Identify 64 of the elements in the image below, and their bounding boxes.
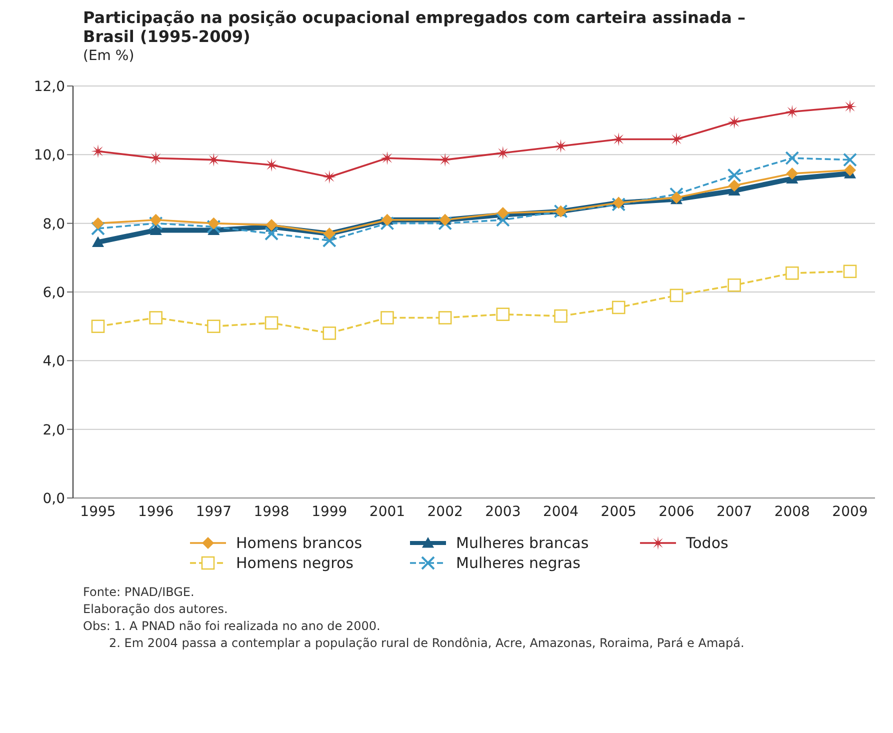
point bbox=[727, 115, 742, 129]
point bbox=[554, 139, 568, 153]
point bbox=[92, 236, 104, 248]
point bbox=[322, 170, 336, 184]
point bbox=[728, 180, 740, 192]
point bbox=[728, 278, 741, 292]
x-tick-label: 1997 bbox=[196, 504, 232, 520]
point bbox=[264, 158, 278, 172]
legend-label: Homens brancos bbox=[236, 534, 362, 552]
point bbox=[496, 308, 510, 321]
point bbox=[438, 152, 452, 167]
text: 2. Em 2004 passa a contemplar a população rural de Rondônia, Acre, Amazonas, Roraima, Pará e Amapá. bbox=[108, 635, 746, 652]
y-tick-label: 4,0 bbox=[42, 354, 65, 370]
y-tick-label: 10,0 bbox=[34, 148, 65, 164]
point bbox=[207, 320, 220, 333]
x-tick-label: 2008 bbox=[774, 504, 810, 520]
point bbox=[670, 132, 684, 146]
text: Obs: 1. A PNAD não foi realizada no ano de 2000. bbox=[83, 618, 382, 635]
point bbox=[91, 144, 105, 158]
x-tick-label: 2006 bbox=[658, 504, 694, 520]
y-tick-label: 6,0 bbox=[42, 284, 65, 301]
point bbox=[322, 326, 336, 340]
x-tick-label: 1999 bbox=[312, 504, 348, 520]
y-tick-label: 8,0 bbox=[42, 216, 65, 232]
x-tick-label: 1998 bbox=[254, 504, 290, 520]
point bbox=[91, 320, 105, 333]
x-tick-label: 2009 bbox=[832, 504, 868, 520]
y-tick-label: 2,0 bbox=[42, 422, 65, 438]
text: Elaboração dos autores. bbox=[83, 601, 229, 618]
point bbox=[843, 264, 857, 278]
legend-label: Mulheres negras bbox=[456, 554, 580, 572]
source-note: Fonte: PNAD/IBGE. bbox=[83, 584, 196, 601]
point bbox=[92, 217, 104, 230]
point bbox=[496, 146, 510, 160]
point bbox=[264, 316, 278, 330]
point bbox=[786, 266, 799, 280]
point bbox=[786, 168, 798, 180]
point bbox=[150, 224, 162, 235]
chart-title: Participação na posição ocupacional empregados com carteira assinada – Brasil (1995-2009) bbox=[83, 8, 747, 46]
x-tick-label: 2002 bbox=[427, 504, 463, 520]
point bbox=[844, 164, 856, 176]
point bbox=[670, 288, 684, 302]
legend-label: Homens negros bbox=[236, 554, 354, 572]
legend-label: Mulheres brancas bbox=[456, 534, 589, 552]
legend-label: Todos bbox=[686, 534, 728, 552]
x-tick-label: 2004 bbox=[542, 504, 579, 520]
point bbox=[554, 309, 568, 323]
x-tick-label: 2005 bbox=[600, 504, 636, 520]
point bbox=[438, 311, 452, 324]
x-tick-label: 1995 bbox=[80, 504, 116, 520]
x-tick-label: 1996 bbox=[138, 504, 174, 520]
point bbox=[843, 100, 857, 114]
point bbox=[612, 300, 626, 314]
x-tick-label: 2001 bbox=[369, 504, 406, 520]
y-tick-label: 12,0 bbox=[34, 78, 65, 95]
x-tick-label: 2007 bbox=[716, 504, 752, 520]
point bbox=[148, 151, 163, 165]
point bbox=[150, 214, 162, 226]
y-tick-label: 0,0 bbox=[42, 490, 65, 507]
x-tick-label: 2003 bbox=[485, 504, 521, 520]
point bbox=[380, 311, 394, 324]
point bbox=[149, 311, 162, 324]
point bbox=[208, 217, 220, 230]
chart-subtitle: (Em %) bbox=[83, 48, 136, 64]
